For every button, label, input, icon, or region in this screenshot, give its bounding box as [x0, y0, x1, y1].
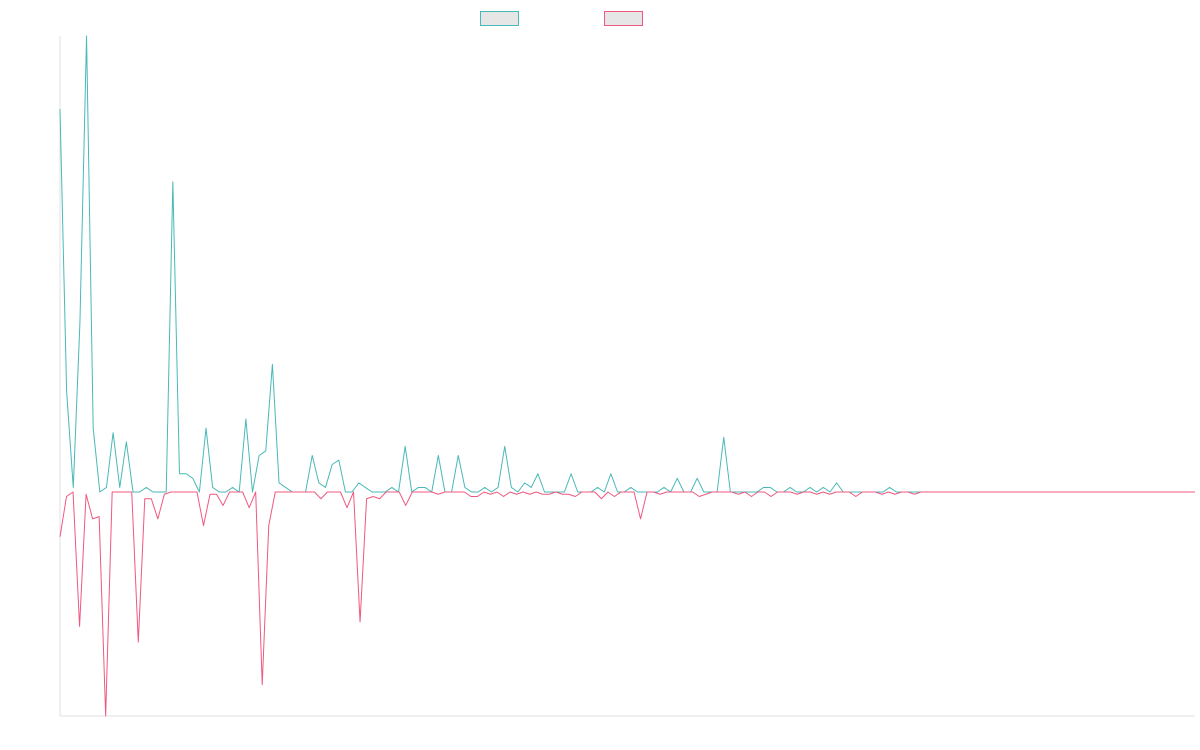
legend [0, 9, 1200, 27]
series-line-negative [59, 491, 1195, 717]
legend-item-negative[interactable] [604, 9, 649, 27]
legend-swatch-positive [480, 10, 519, 26]
legend-item-positive[interactable] [480, 9, 525, 27]
legend-swatch-negative [604, 10, 643, 26]
series-line-positive [59, 35, 1195, 493]
